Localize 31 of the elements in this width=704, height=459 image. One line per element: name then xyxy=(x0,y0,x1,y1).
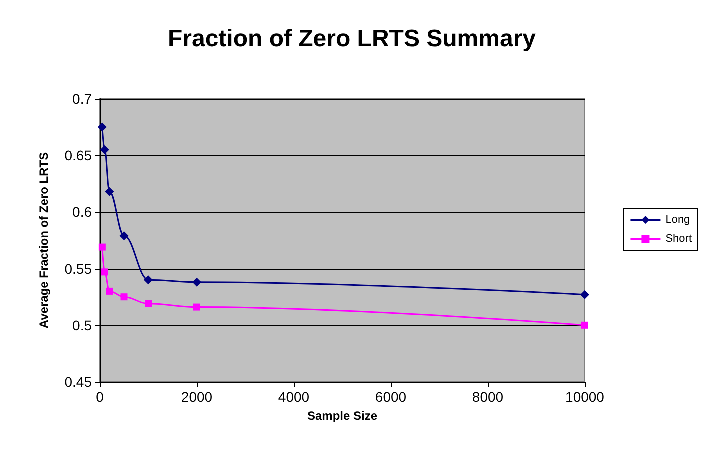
x-axis-title: Sample Size xyxy=(307,409,378,423)
y-tick-label: 0.7 xyxy=(72,91,92,107)
point xyxy=(106,288,114,295)
y-tick-label: 0.45 xyxy=(64,374,92,390)
x-tick-label: 4000 xyxy=(278,389,310,405)
y-tick-label: 0.5 xyxy=(72,317,92,334)
point xyxy=(120,231,129,240)
x-tick-label: 2000 xyxy=(181,389,213,405)
point xyxy=(582,322,588,329)
point xyxy=(105,187,114,196)
y-tick-label: 0.6 xyxy=(72,204,92,220)
chart-title: Fraction of Zero LRTS Summary xyxy=(168,26,537,52)
point xyxy=(145,300,152,308)
y-tick-label: 0.55 xyxy=(64,260,92,277)
point xyxy=(120,294,128,301)
x-tick-label: 10000 xyxy=(566,389,605,405)
point xyxy=(101,268,108,276)
legend-label: Long xyxy=(666,214,690,226)
x-tick-label: 6000 xyxy=(375,389,407,405)
point xyxy=(192,278,202,287)
point xyxy=(194,304,200,311)
y-tick-label: 0.65 xyxy=(64,148,92,164)
point xyxy=(144,276,153,285)
point xyxy=(100,145,110,154)
legend-label: Short xyxy=(666,233,692,245)
x-tick-label: 0 xyxy=(96,389,104,405)
point xyxy=(98,122,107,132)
y-axis-title: Average Fraction of Zero LRTS xyxy=(37,152,51,329)
point xyxy=(580,290,590,300)
point xyxy=(98,244,106,251)
x-tick-label: 8000 xyxy=(472,389,504,405)
